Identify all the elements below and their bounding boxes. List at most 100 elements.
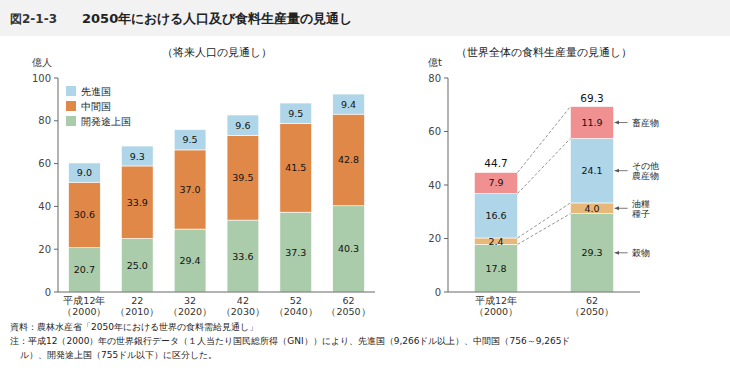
text-line: （2040） — [274, 306, 318, 317]
chart: （将来人口の見通し）億人02040608010020.725.029.433.6… — [32, 46, 375, 317]
y-tick-label: 80 — [428, 73, 441, 84]
data-label: 9.4 — [341, 99, 356, 110]
bar-segment — [474, 172, 517, 193]
y-tick — [444, 238, 448, 239]
y-tick — [444, 78, 448, 79]
text-line: （2000） — [62, 306, 106, 317]
y-label: 億人 — [32, 57, 52, 68]
data-label: 9.3 — [130, 151, 145, 162]
text-line: 穀物 — [632, 248, 650, 258]
y-tick — [444, 185, 448, 186]
data-label: 20.7 — [74, 264, 95, 275]
data-label: 41.5 — [285, 162, 306, 173]
legend-swatch — [66, 86, 76, 96]
x-tick-label: 62（2050） — [570, 295, 614, 317]
y-tick — [444, 131, 448, 132]
series-label: 油糧種子 — [632, 199, 650, 219]
text-line: 平成12年 — [63, 295, 105, 306]
legend-entry: 先進国 — [81, 86, 111, 97]
y-tick — [54, 249, 58, 250]
y-tick-label: 60 — [428, 126, 441, 137]
data-label: 39.5 — [232, 172, 253, 183]
text-line: 62 — [586, 295, 598, 306]
x-tick-label: 22（2010） — [115, 295, 159, 317]
data-label: 29.3 — [581, 247, 602, 258]
bar-segment — [333, 94, 365, 114]
bar-segment — [69, 182, 101, 247]
connector — [518, 138, 571, 193]
text-line: 22 — [131, 295, 143, 306]
label-arrow — [615, 252, 628, 253]
y-tick-label: 100 — [32, 73, 51, 84]
y-tick-label: 0 — [45, 287, 51, 298]
footnote: 資料：農林水産省「2050年における世界の食料需給見通し」 — [10, 322, 258, 332]
y-tick-label: 40 — [428, 180, 441, 191]
text-line: 平成12年 — [475, 295, 517, 306]
total-label: 44.7 — [484, 157, 507, 169]
bar-segment — [69, 163, 101, 182]
x-axis — [58, 292, 375, 293]
bar-segment — [570, 203, 613, 214]
y-tick — [54, 120, 58, 121]
data-labels: 20.725.029.433.637.340.330.633.937.039.5… — [74, 99, 359, 276]
bar-segment — [227, 220, 259, 292]
x-tick-label: 32（2020） — [168, 295, 212, 317]
data-label: 37.0 — [180, 184, 201, 195]
text-line: その他 — [632, 161, 659, 171]
text-line: （2010） — [115, 306, 159, 317]
y-tick — [54, 292, 58, 293]
connectors — [518, 107, 571, 245]
data-labels: 17.829.32.44.016.624.17.911.9 — [485, 117, 602, 274]
text-line: 種子 — [632, 209, 650, 219]
bar-segment — [227, 115, 259, 136]
text-line: 32 — [184, 295, 196, 306]
x-tick-label: 平成12年（2000） — [474, 295, 518, 317]
bar-segment — [174, 150, 206, 229]
chart: （世界全体の食料生産量の見通し）億t02040608017.829.32.44.… — [428, 46, 659, 317]
x-tick-label: 62（2050） — [326, 295, 370, 317]
text-line: 52 — [290, 295, 302, 306]
text-line: （2050） — [326, 306, 370, 317]
series-label: 穀物 — [632, 248, 650, 258]
data-label: 33.6 — [232, 251, 253, 262]
data-label: 9.0 — [77, 167, 92, 178]
series-label: その他農産物 — [632, 161, 659, 181]
data-label: 16.6 — [485, 210, 506, 221]
legend-swatch — [66, 101, 76, 111]
y-tick — [54, 206, 58, 207]
label-arrow — [615, 122, 628, 123]
data-label: 9.6 — [235, 120, 250, 131]
y-tick — [54, 78, 58, 79]
data-label: 7.9 — [488, 177, 503, 188]
y-label: 億t — [428, 57, 442, 68]
data-label: 40.3 — [338, 243, 359, 254]
x-tick-label: 平成12年（2000） — [62, 295, 106, 317]
legend-entry: 中間国 — [81, 101, 111, 112]
bars — [69, 94, 365, 292]
y-axis — [448, 78, 449, 292]
y-tick-label: 0 — [435, 287, 441, 298]
data-label: 33.9 — [127, 197, 148, 208]
bar-segment — [121, 239, 153, 293]
legend-entry: 開発途上国 — [81, 116, 131, 127]
text-line: 62 — [343, 295, 355, 306]
bar-segment — [174, 229, 206, 292]
y-tick-label: 80 — [38, 115, 51, 126]
y-tick — [54, 163, 58, 164]
connector — [518, 214, 571, 245]
text-line: （2050） — [570, 306, 614, 317]
series-label: 畜産物 — [632, 118, 659, 128]
data-label: 42.8 — [338, 154, 359, 165]
figure: 図2-1-32050年における人口及び食料生産量の見通し資料：農林水産省「205… — [0, 0, 730, 371]
text-line: （2000） — [474, 306, 518, 317]
data-label: 24.1 — [581, 165, 602, 176]
data-label: 25.0 — [127, 260, 148, 271]
x-tick-label: 52（2040） — [274, 295, 318, 317]
bar-segment — [174, 130, 206, 150]
y-tick-label: 20 — [38, 244, 51, 255]
total-label: 69.3 — [580, 92, 603, 104]
legend-swatch — [66, 116, 76, 126]
bar-segment — [280, 123, 312, 212]
series-labels: 穀物 油糧種子 その他農産物 畜産物 — [615, 118, 659, 258]
text-line: 畜産物 — [632, 118, 659, 128]
